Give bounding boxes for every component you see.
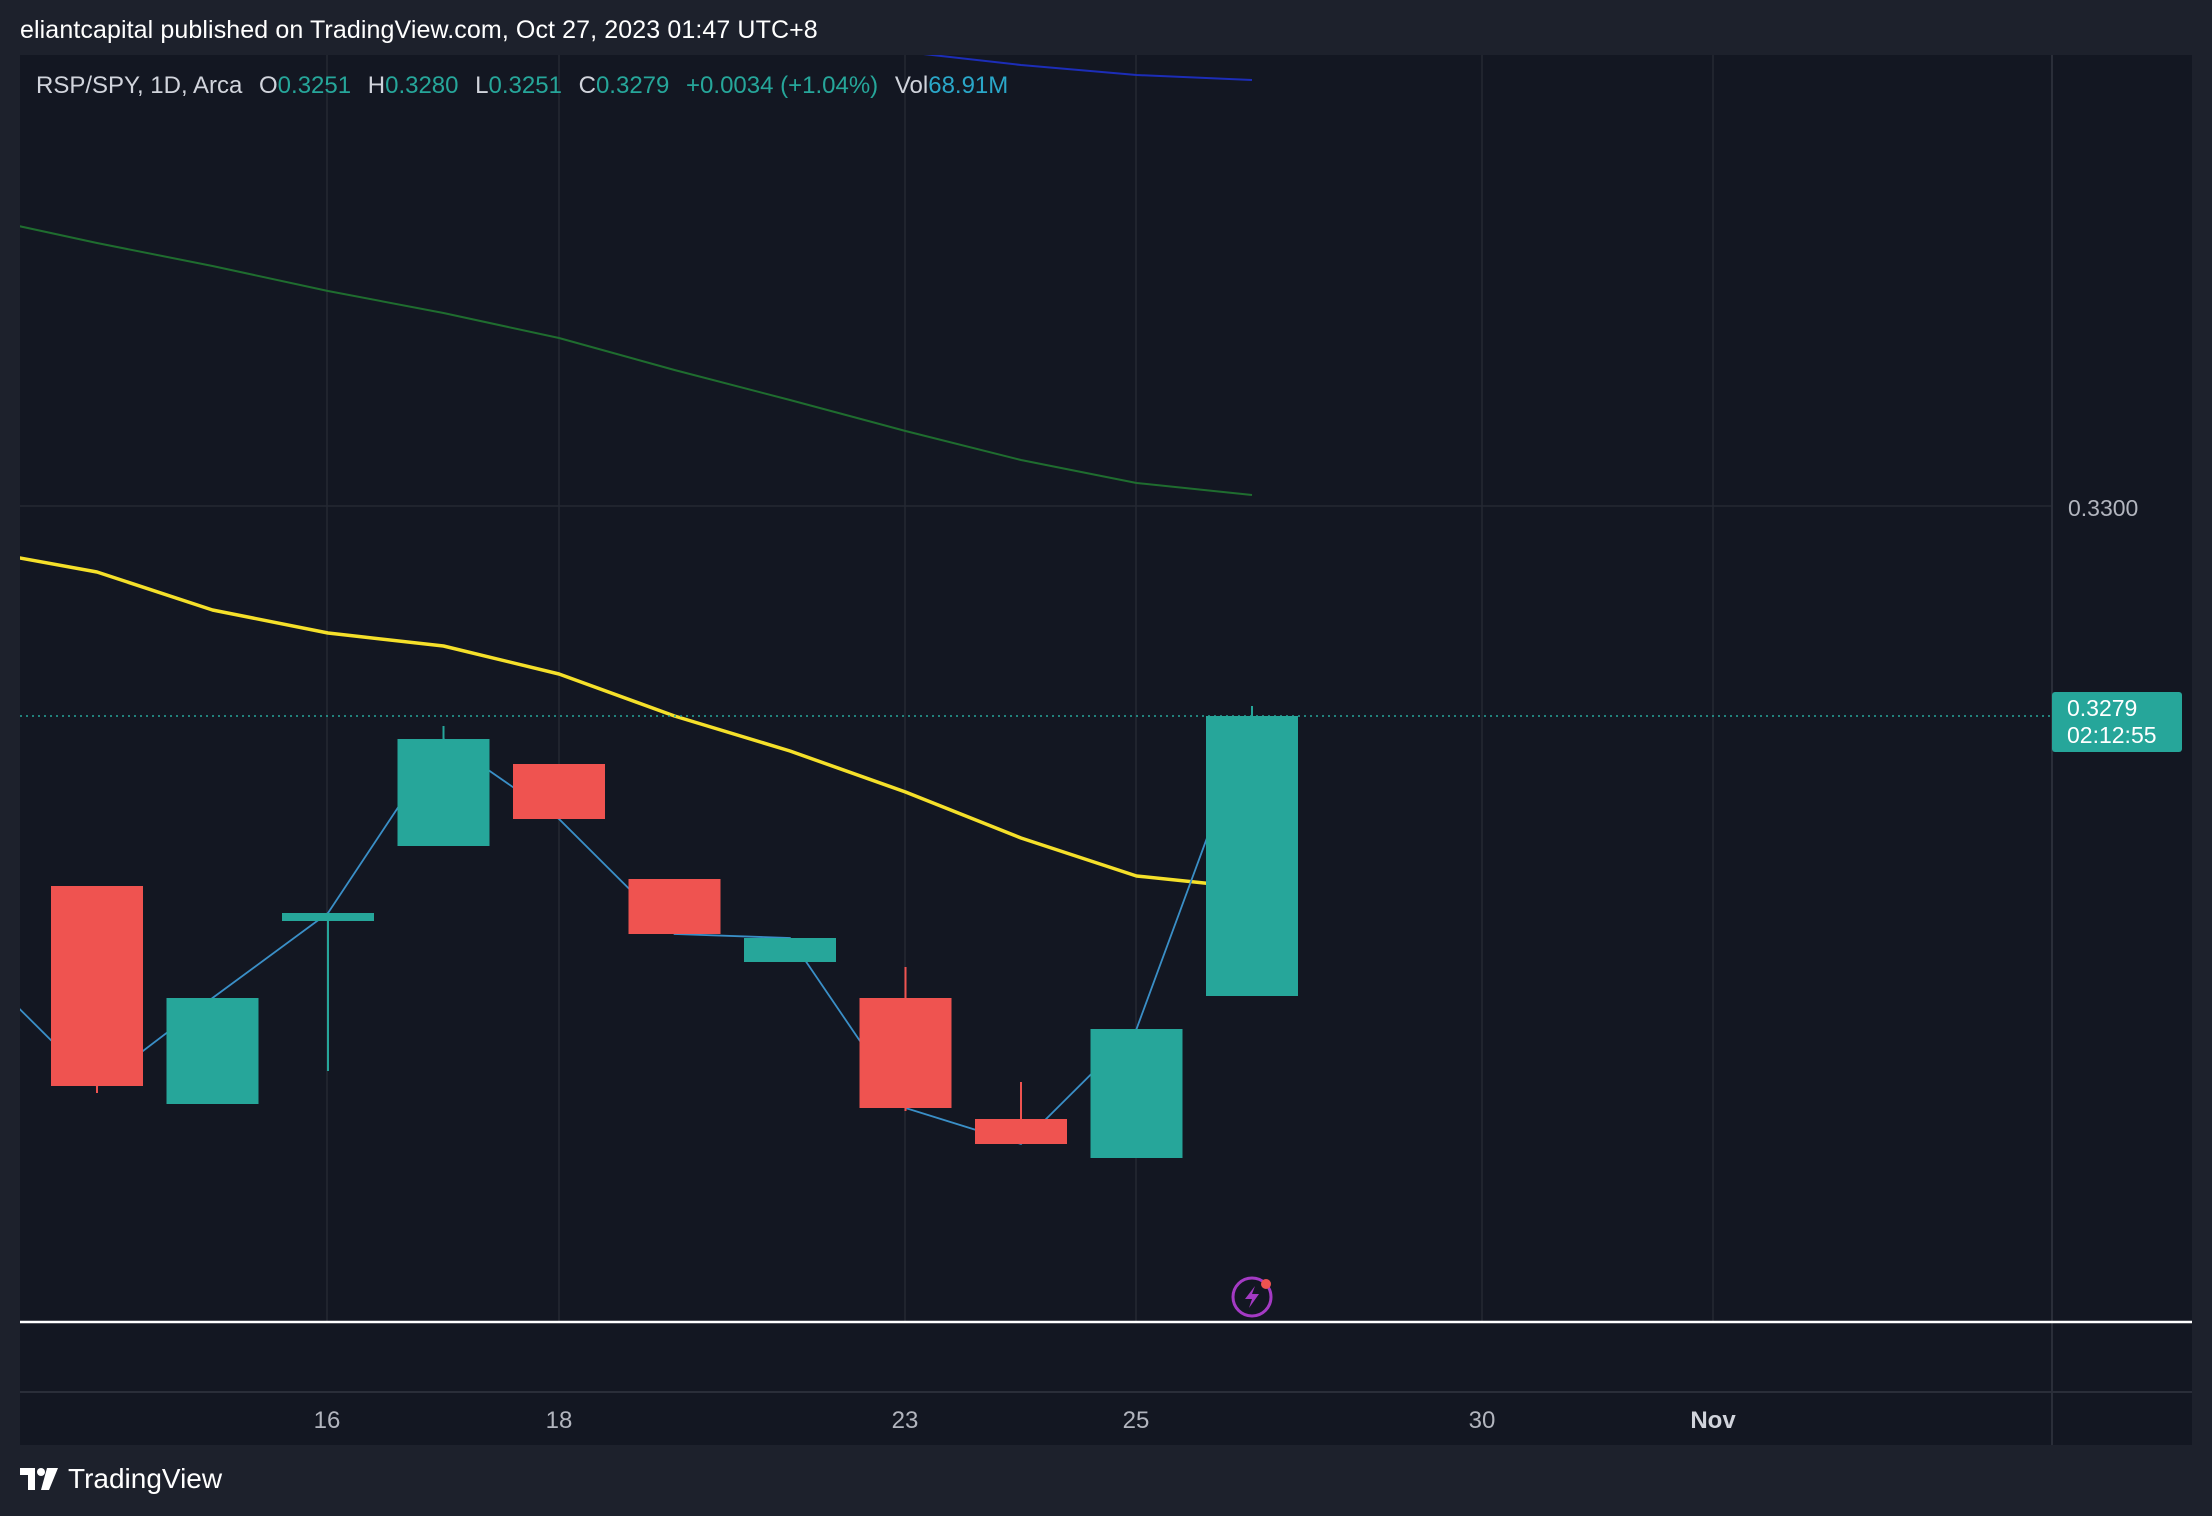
legend-open-label: O: [259, 72, 278, 99]
candle: [859, 967, 952, 1111]
candle-body: [859, 998, 952, 1108]
ma-green-line: [20, 225, 1253, 496]
legend-close-label: C: [578, 72, 596, 99]
x-tick-label: 16: [314, 1407, 341, 1434]
x-tick-label: 30: [1469, 1407, 1496, 1434]
candle: [628, 879, 721, 934]
candle-body: [1090, 1029, 1183, 1158]
legend-close-value: 0.3279: [595, 72, 670, 99]
y-tick-label: 0.3300: [2068, 495, 2138, 521]
candle-body: [513, 764, 605, 819]
candle-body: [975, 1119, 1067, 1144]
candles-group: [51, 706, 1298, 1158]
legend-high-label: H: [367, 72, 386, 99]
ma-yellow-line: [20, 556, 1253, 890]
candle: [166, 998, 259, 1104]
tradingview-logo-icon: [20, 1468, 58, 1490]
candle-body: [166, 998, 259, 1104]
candle: [397, 726, 490, 846]
candle-body: [397, 739, 490, 846]
tradingview-wordmark: TradingView: [68, 1463, 223, 1494]
current-price-value: 0.3279: [2067, 695, 2138, 721]
legend-high-value: 0.3280: [385, 72, 459, 99]
candle: [51, 886, 143, 1093]
x-tick-label: 23: [892, 1407, 919, 1434]
ma-blue-line: [923, 55, 1253, 81]
candle-body: [282, 913, 374, 921]
lightning-icon[interactable]: [1231, 1276, 1273, 1318]
legend-volume-value: 68.91M: [928, 72, 1009, 99]
candle-body: [744, 938, 836, 962]
candle: [282, 913, 374, 1071]
bar-countdown: 02:12:55: [2067, 722, 2157, 748]
candle: [975, 1082, 1067, 1144]
x-tick-label: Nov: [1690, 1407, 1736, 1434]
candle-body: [1206, 716, 1298, 996]
legend-change: +0.0034 (+1.04%): [686, 72, 879, 99]
tradingview-logo[interactable]: TradingView: [20, 1463, 222, 1495]
ohlc-legend: RSP/SPY, 1D, Arca O0.3251 H0.3280 L0.325…: [36, 72, 1008, 100]
x-tick-label: 18: [546, 1407, 573, 1434]
candle: [1090, 1029, 1183, 1158]
legend-open-value: 0.3251: [277, 72, 352, 99]
candle-body: [628, 879, 721, 934]
chart-grid: [20, 55, 2052, 1322]
legend-volume-label: Vol: [894, 72, 929, 99]
candle-body: [51, 886, 143, 1086]
moving-average-lines: [20, 55, 1253, 890]
candle: [744, 938, 836, 962]
publish-attribution: eliantcapital published on TradingView.c…: [20, 16, 818, 44]
x-tick-label: 25: [1123, 1407, 1150, 1434]
candle: [1206, 706, 1298, 996]
legend-symbol[interactable]: RSP/SPY, 1D, Arca: [36, 72, 243, 99]
x-tick-labels: 16 18 23 25 30 Nov: [314, 1407, 1737, 1434]
legend-low-label: L: [475, 72, 489, 99]
current-price-tag: 0.3279 02:12:55: [2052, 692, 2182, 752]
legend-low-value: 0.3251: [488, 72, 562, 99]
candle: [513, 764, 605, 819]
chart-background: [20, 55, 2192, 1445]
